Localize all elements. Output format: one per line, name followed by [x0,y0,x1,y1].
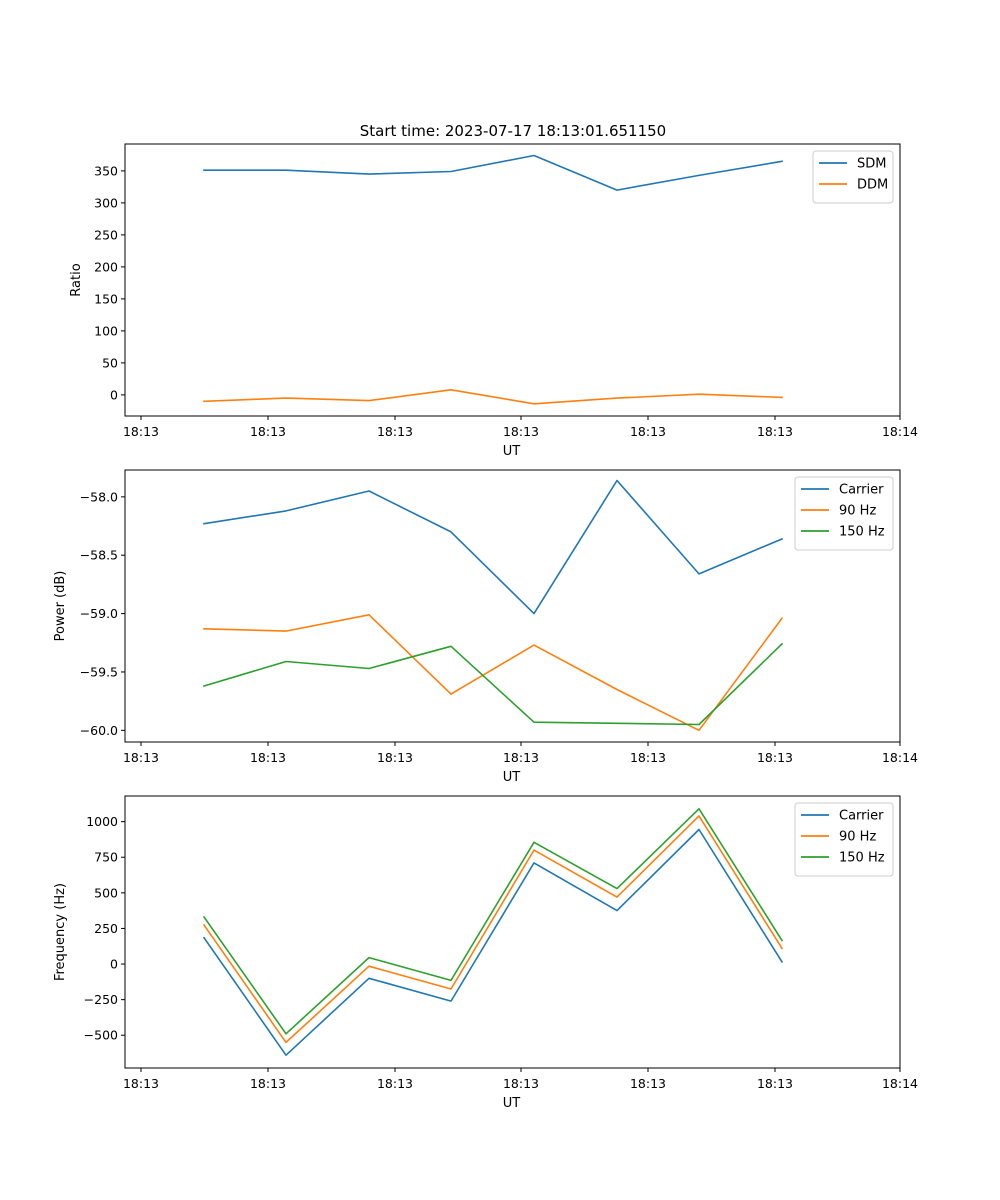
panel-3: −500 −250 0 250 500 750 1000 18:13 18:13 18:13 18:… [53,795,918,1111]
x-tick-label: 18:13 [377,750,413,765]
y-tick-label: −59.5 [80,664,118,679]
y-tick-label: −58.0 [80,489,118,504]
x-tick-label: 18:13 [123,750,159,765]
x-tick-label: 18:13 [123,424,159,439]
chart-title: Start time: 2023-07-17 18:13:01.651150 [360,122,666,140]
y-tick-label: 50 [102,355,118,370]
y-axis-label: Power (dB) [53,571,68,642]
x-tick-label: 18:13 [377,1076,413,1091]
y-tick-label: 250 [94,921,118,936]
y-tick-label: −60.0 [80,723,118,738]
y-tick-label: 500 [94,885,118,900]
x-tick-label: 18:13 [630,750,666,765]
legend-label: Carrier [839,483,884,498]
series-line-carrier [202,828,784,1056]
y-axis-label: Frequency (Hz) [53,883,68,981]
plot-area-frame [124,795,901,1069]
x-tick-label: 18:13 [757,424,793,439]
y-tick-label: 0 [110,957,118,972]
x-tick-label: 18:13 [377,424,413,439]
y-tick-label: −500 [84,1028,118,1043]
y-tick-label: 250 [94,227,118,242]
x-tick-label: 18:13 [630,1076,666,1091]
y-tick-label: −59.0 [80,606,118,621]
x-tick-label: 18:13 [503,750,539,765]
x-axis-label: UT [503,444,521,459]
x-tick-label: 18:13 [123,1076,159,1091]
series-line-150-hz [202,807,784,1035]
y-tick-label: 200 [94,259,118,274]
y-tick-label: 750 [94,850,118,865]
legend-box [812,150,894,204]
plot-area-frame [124,143,901,417]
legend-label: 150 Hz [839,525,885,540]
x-axis-label: UT [503,770,521,785]
y-tick-label: 150 [94,291,118,306]
y-axis-label: Ratio [69,263,84,296]
legend-label: DDM [857,178,888,193]
series-line-90-hz [202,815,784,1044]
x-tick-label: 18:13 [630,424,666,439]
legend: Carrier 90 Hz 150 Hz [794,802,894,877]
x-tick-label: 18:13 [250,750,286,765]
y-tick-label: 0 [110,387,118,402]
x-axis-label: UT [503,1096,521,1111]
series-line-90-hz [203,613,784,732]
panel-2: −60.0 −59.5 −59.0 −58.5 −58.0 18:13 18:13 18:13… [53,469,918,785]
series-line-carrier [203,479,784,615]
y-tick-label: 100 [94,323,118,338]
x-tick-label: 18:14 [882,424,918,439]
legend-label: 150 Hz [839,851,885,866]
y-tick-label: 1000 [86,814,118,829]
panels: 0 50 100 150 200 250 300 350 18:13 18:13 18:13 18:1… [53,143,918,1111]
legend: SDM DDM [812,150,894,204]
series-line-sdm [203,154,783,191]
plot-area-frame [124,469,901,743]
y-tick-label: −58.5 [80,548,118,563]
y-tick-label: 300 [94,195,118,210]
y-tick-label: 350 [94,163,118,178]
x-tick-label: 18:13 [503,1076,539,1091]
x-tick-label: 18:13 [250,1076,286,1091]
series-line-ddm [203,388,783,405]
legend-label: 90 Hz [839,830,876,845]
legend: Carrier 90 Hz 150 Hz [794,476,894,551]
x-tick-label: 18:13 [757,1076,793,1091]
y-tick-label: −250 [84,992,118,1007]
legend-label: SDM [857,157,886,172]
legend-label: Carrier [839,809,884,824]
x-tick-label: 18:13 [757,750,793,765]
x-tick-label: 18:13 [503,424,539,439]
x-tick-label: 18:14 [882,1076,918,1091]
legend-label: 90 Hz [839,504,876,519]
series-line-150-hz [203,642,784,726]
x-tick-label: 18:13 [250,424,286,439]
panel-1: 0 50 100 150 200 250 300 350 18:13 18:13 18:13 18:1… [69,143,918,459]
x-tick-label: 18:14 [882,750,918,765]
